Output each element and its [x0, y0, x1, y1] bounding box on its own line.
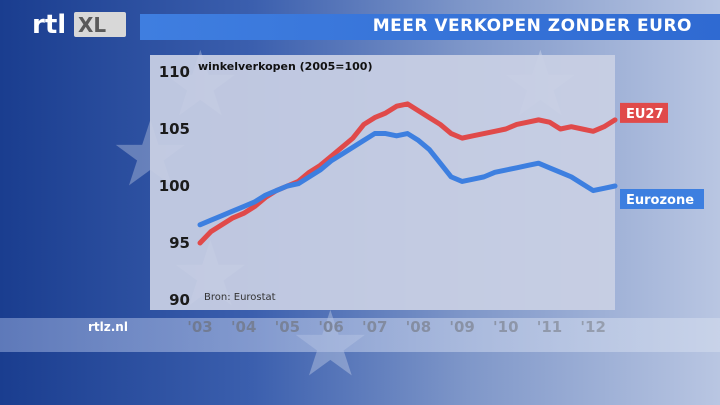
rtlxl-logo: rtl XL [32, 10, 126, 40]
source-note: Bron: Eurostat [204, 292, 276, 303]
legend-label-eurozone: Eurozone [626, 193, 694, 208]
y-axis: 90 95 100 105 110 [159, 63, 190, 309]
svg-text:rtl: rtl [32, 10, 66, 40]
y-tick-label: 90 [169, 291, 190, 309]
chart-panel [150, 55, 615, 310]
y-axis-label: winkelverkopen (2005=100) [198, 60, 373, 73]
y-tick-label: 110 [159, 63, 190, 81]
y-tick-label: 95 [169, 234, 190, 252]
title-bar: MEER VERKOPEN ZONDER EURO [140, 14, 720, 40]
footer-bar [0, 318, 720, 352]
series-line-eurozone [197, 131, 618, 228]
legend: EU27 Eurozone [620, 102, 704, 209]
svg-text:XL: XL [78, 13, 106, 37]
y-tick-label: 105 [159, 120, 190, 138]
legend-box-eu27 [620, 102, 668, 123]
site-url: rtlz.nl [88, 320, 128, 334]
legend-box-eurozone [620, 189, 704, 209]
series-group [197, 101, 618, 246]
legend-label-eu27: EU27 [626, 107, 664, 122]
page-title: MEER VERKOPEN ZONDER EURO [372, 16, 692, 36]
y-tick-label: 100 [159, 177, 190, 195]
